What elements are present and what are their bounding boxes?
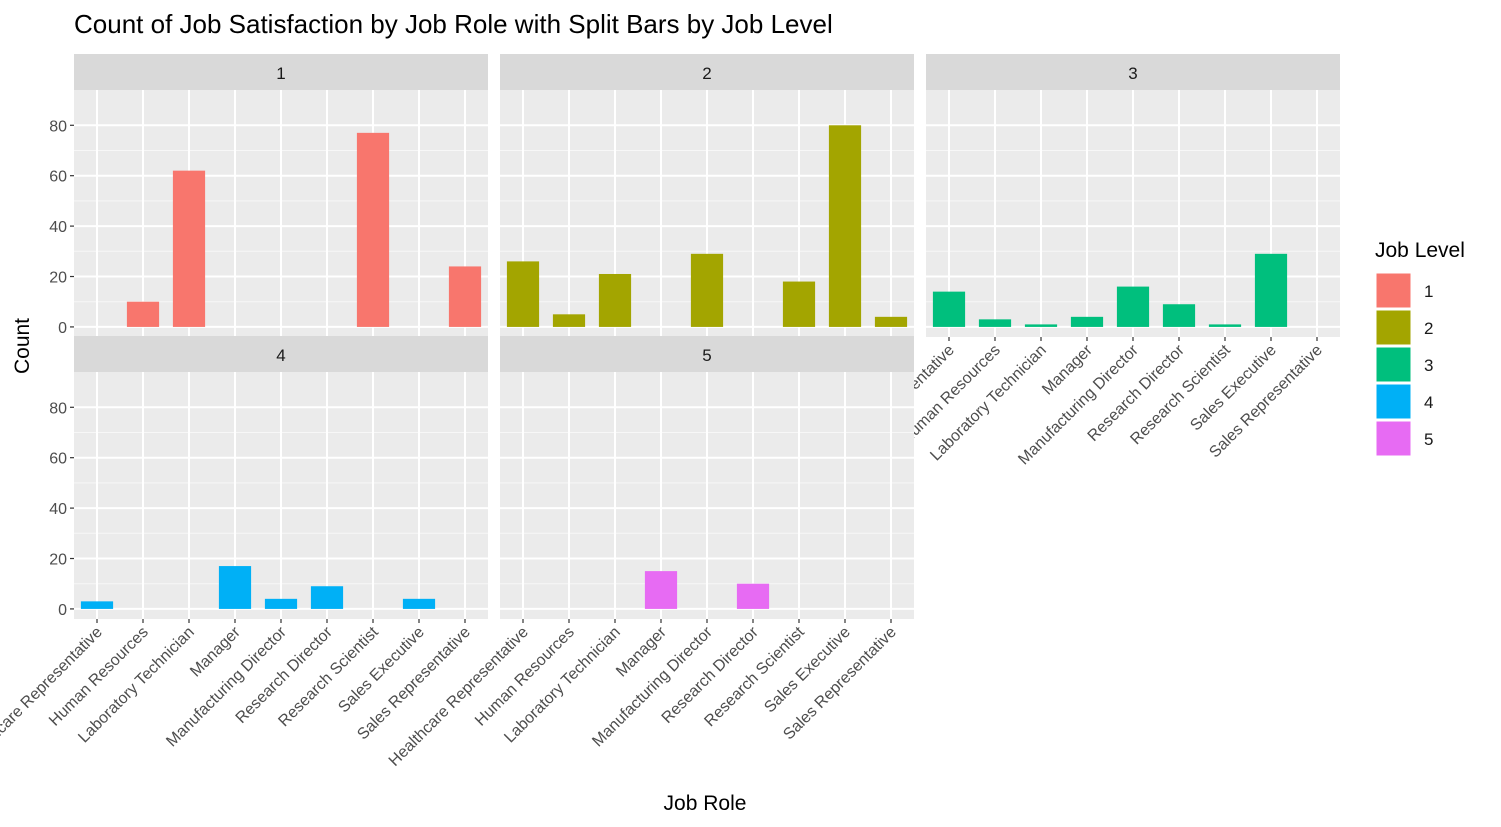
y-tick-label: 60 [49,169,67,186]
bar [1208,324,1242,327]
y-axis-title: Count [11,318,34,374]
bar [1024,324,1058,327]
y-tick-label: 20 [49,552,67,569]
x-tick-label: Sales Executive [1187,342,1280,435]
facet-strip [926,54,1340,90]
bar [932,291,966,327]
facet-strip [500,336,914,372]
facet-panels: 102040608023Healthcare RepresentativeHum… [0,54,1340,770]
facet-panel: 1 0 20 40 60 80 [49,54,488,337]
bar [310,586,344,609]
legend-label: 5 [1424,430,1433,449]
y-tick-label: 80 [49,118,67,135]
bar [356,132,390,327]
bar [402,598,436,609]
legend-label: 3 [1424,356,1433,375]
bar [828,125,862,327]
bar [506,261,540,327]
y-tick-label: 20 [49,270,67,287]
facet-strip-label: 5 [702,346,711,365]
bar [782,281,816,327]
y-tick-label: 40 [49,219,67,236]
bar [1070,316,1104,327]
x-axis-title: Job Role [664,792,747,815]
facet-strip-label: 3 [1128,64,1137,83]
y-tick-label: 60 [49,451,67,468]
bar [218,566,252,609]
chart-title: Count of Job Satisfaction by Job Role wi… [74,9,833,39]
x-tick-label: Sales Executive [761,624,854,717]
legend-label: 2 [1424,319,1433,338]
facet-panel: 2 [500,54,914,337]
facet-strip [74,336,488,372]
facet-strip [500,54,914,90]
bar [1254,253,1288,327]
y-tick-label: 80 [49,400,67,417]
bar [172,170,206,327]
bar [644,571,678,609]
bar [1162,304,1196,327]
bar [448,266,482,327]
facet-strip [74,54,488,90]
bar [1116,286,1150,327]
y-tick-label: 0 [58,320,67,337]
y-tick-label: 40 [49,501,67,518]
facet-strip-label: 1 [276,64,285,83]
bar [264,598,298,609]
legend-key [1375,309,1412,346]
legend-label: 1 [1424,282,1433,301]
facet-strip-label: 4 [276,346,285,365]
bar [598,273,632,327]
bar [552,314,586,327]
legend: Job Level 1 2 3 4 5 [1375,239,1465,457]
legend-key [1375,346,1412,383]
bar [80,601,114,609]
legend-key [1375,272,1412,309]
legend-key [1375,383,1412,420]
bar [736,583,770,609]
legend-label: 4 [1424,393,1433,412]
bar [690,253,724,327]
bar [126,301,160,327]
facet-strip-label: 2 [702,64,711,83]
y-tick-label: 0 [58,602,67,619]
legend-title: Job Level [1375,239,1465,262]
legend-key [1375,420,1412,457]
bar [978,319,1012,327]
x-tick-label: Sales Executive [335,624,428,717]
bar [874,316,908,327]
